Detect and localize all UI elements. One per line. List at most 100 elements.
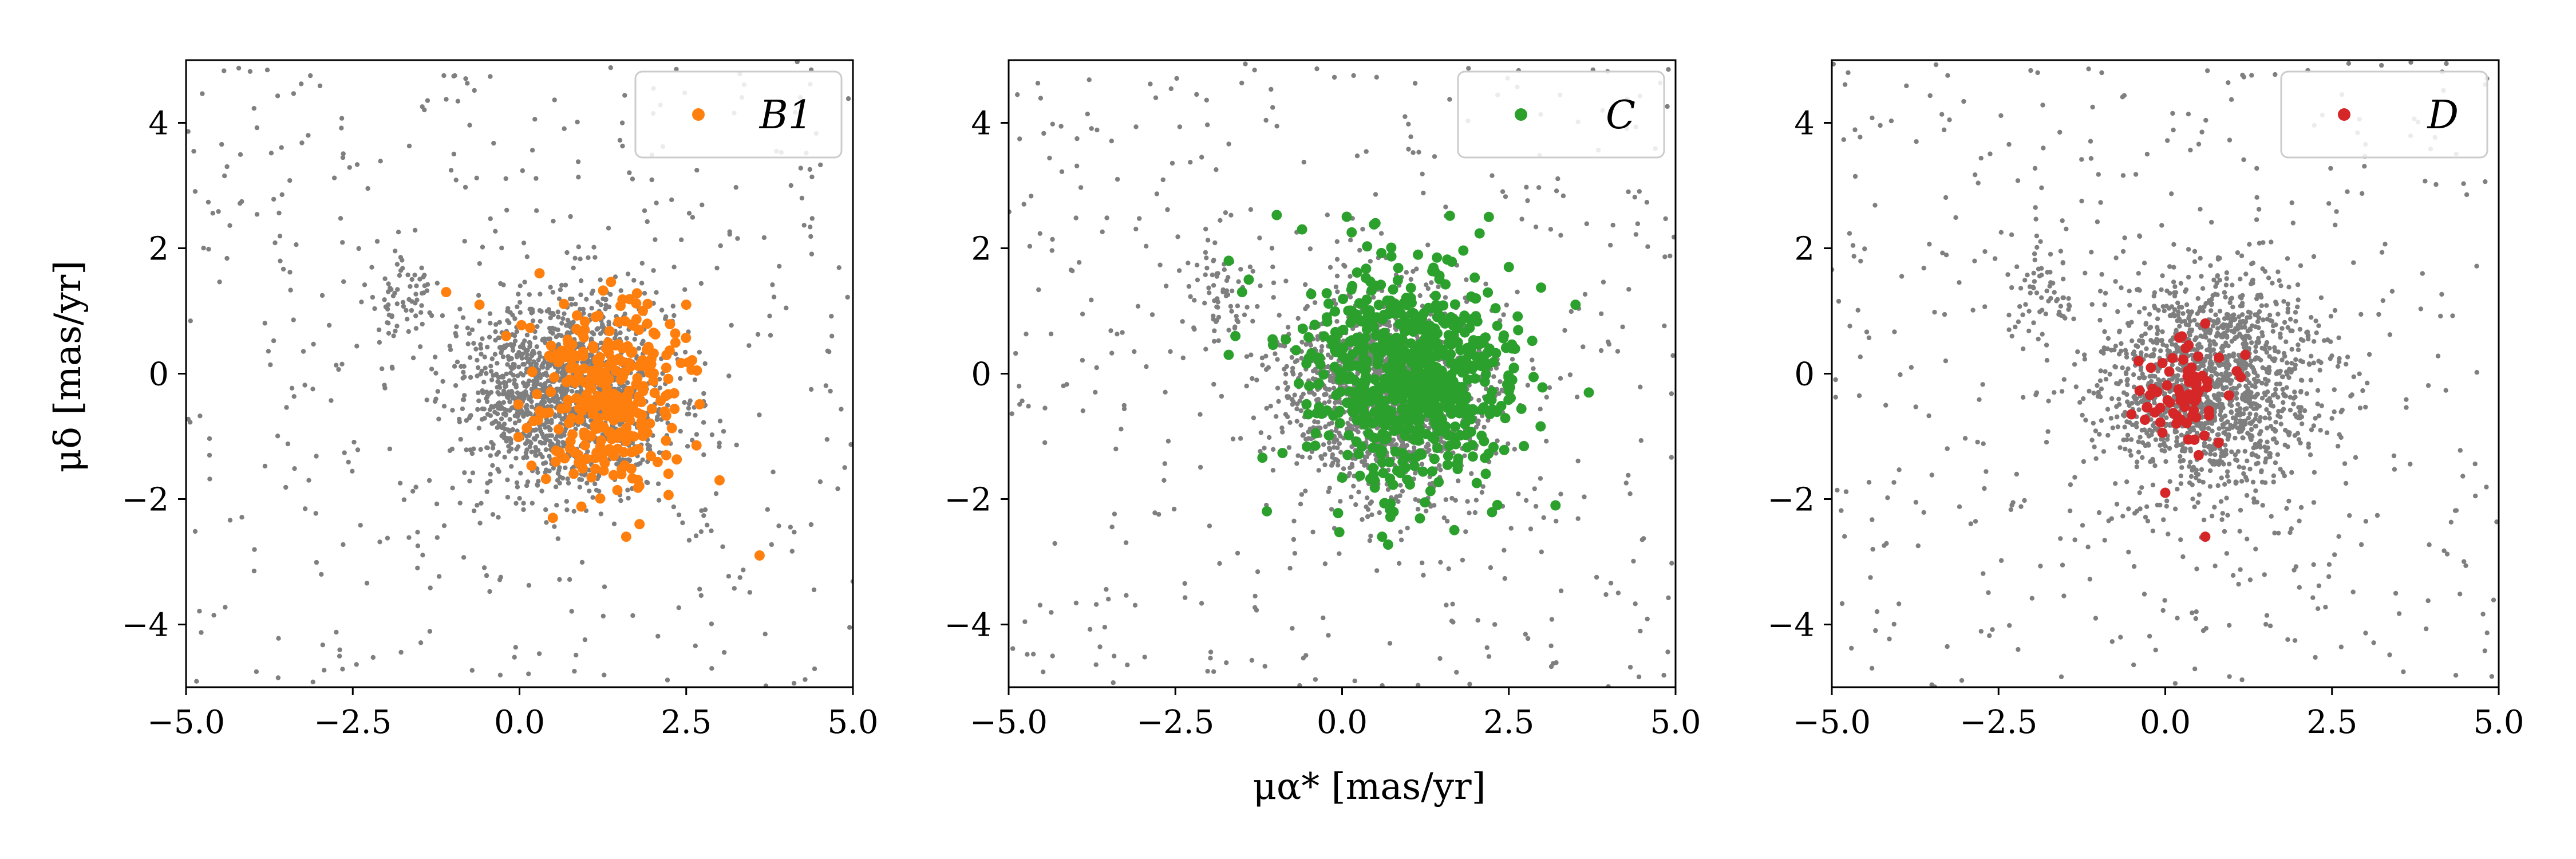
- data-point: [1267, 334, 1278, 345]
- data-point: [1376, 247, 1387, 258]
- data-point: [1358, 298, 1369, 309]
- data-point: [586, 472, 597, 483]
- background-point: [1322, 462, 1327, 467]
- data-point: [1512, 311, 1523, 322]
- data-point: [1430, 377, 1441, 388]
- background-point: [1398, 537, 1404, 542]
- background-point: [1291, 537, 1297, 542]
- background-point: [1232, 324, 1238, 329]
- data-point: [547, 513, 558, 523]
- data-point: [1459, 367, 1469, 377]
- data-point: [617, 343, 628, 354]
- background-point: [592, 255, 598, 260]
- background-point: [543, 507, 548, 513]
- background-point: [557, 577, 562, 582]
- data-point: [1536, 282, 1547, 293]
- data-point: [1490, 303, 1501, 314]
- background-point: [567, 577, 572, 582]
- background-point: [1533, 224, 1539, 230]
- background-point: [612, 336, 618, 341]
- background-point: [473, 346, 479, 352]
- background-point: [1394, 494, 1399, 499]
- data-point: [1306, 289, 1317, 300]
- background-point: [515, 444, 521, 450]
- background-point: [217, 279, 222, 285]
- background-point: [1215, 305, 1220, 310]
- background-point: [1294, 419, 1299, 424]
- background-point: [467, 331, 472, 336]
- background-point: [1463, 529, 1468, 534]
- background-point: [1490, 173, 1495, 178]
- background-point: [410, 355, 416, 361]
- background-point: [197, 413, 203, 419]
- background-point: [487, 311, 493, 316]
- background-point: [1598, 348, 1604, 353]
- background-point: [1257, 235, 1262, 241]
- background-point: [1102, 625, 1108, 630]
- background-point: [1163, 389, 1168, 395]
- data-point: [1316, 408, 1327, 419]
- background-point: [1329, 355, 1334, 360]
- background-point: [1539, 549, 1544, 554]
- background-point: [493, 228, 498, 234]
- background-point: [1259, 355, 1265, 361]
- background-point: [1050, 653, 1055, 659]
- data-point: [694, 399, 705, 409]
- data-point: [1456, 401, 1467, 412]
- background-point: [1115, 332, 1120, 337]
- data-point: [1330, 326, 1341, 337]
- background-point: [1575, 516, 1581, 521]
- background-point: [488, 216, 493, 222]
- background-point: [1582, 291, 1588, 297]
- background-point: [565, 476, 570, 482]
- data-point: [1471, 351, 1481, 362]
- data-point: [1338, 342, 1349, 353]
- data-point: [1516, 403, 1527, 414]
- background-point: [507, 436, 512, 441]
- background-point: [682, 349, 688, 355]
- background-point: [1584, 221, 1589, 226]
- background-point: [461, 369, 466, 375]
- background-point: [1024, 332, 1029, 337]
- background-point: [535, 324, 540, 329]
- background-point: [590, 495, 595, 500]
- background-point: [1558, 376, 1563, 381]
- background-point: [406, 143, 412, 149]
- background-point: [337, 647, 342, 652]
- background-point: [499, 375, 504, 380]
- background-point: [530, 318, 536, 324]
- data-point: [1507, 343, 1518, 354]
- data-point: [1391, 372, 1402, 383]
- background-point: [631, 278, 637, 283]
- background-point: [788, 525, 793, 530]
- data-point: [644, 368, 655, 379]
- background-point: [697, 349, 702, 355]
- data-point: [1506, 393, 1516, 403]
- background-point: [505, 309, 510, 314]
- background-point: [554, 503, 559, 508]
- background-point: [219, 141, 224, 147]
- background-point: [562, 126, 567, 131]
- background-point: [1454, 669, 1459, 675]
- background-point: [1266, 435, 1272, 440]
- data-point: [1352, 415, 1362, 425]
- background-point: [1428, 503, 1433, 509]
- background-point: [341, 542, 346, 547]
- background-point: [1073, 215, 1078, 220]
- background-point: [547, 325, 552, 331]
- data-point: [534, 268, 545, 279]
- data-point: [646, 403, 657, 414]
- data-point: [1416, 316, 1427, 326]
- background-point: [1161, 478, 1167, 483]
- background-point: [1206, 285, 1211, 290]
- background-point: [501, 282, 506, 287]
- background-point: [412, 227, 418, 233]
- data-point: [619, 460, 630, 471]
- background-point: [405, 317, 410, 322]
- background-point: [1199, 601, 1204, 606]
- background-point: [383, 304, 389, 309]
- background-point: [618, 288, 623, 293]
- background-point: [386, 330, 392, 336]
- background-point: [508, 440, 513, 446]
- background-point: [1449, 495, 1455, 501]
